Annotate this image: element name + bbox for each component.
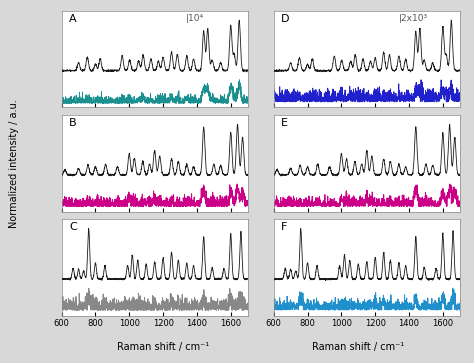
Text: Raman shift / cm⁻¹: Raman shift / cm⁻¹ [312, 342, 404, 352]
Text: Raman shift / cm⁻¹: Raman shift / cm⁻¹ [118, 342, 210, 352]
Text: D: D [281, 14, 290, 24]
Text: C: C [69, 222, 77, 232]
Text: A: A [69, 14, 77, 24]
Text: E: E [281, 118, 288, 128]
Text: F: F [281, 222, 288, 232]
Text: |2x10³: |2x10³ [398, 14, 428, 23]
Text: Normalized intensity / a.u.: Normalized intensity / a.u. [9, 99, 19, 228]
Text: B: B [69, 118, 77, 128]
Text: |10⁴: |10⁴ [186, 14, 204, 23]
